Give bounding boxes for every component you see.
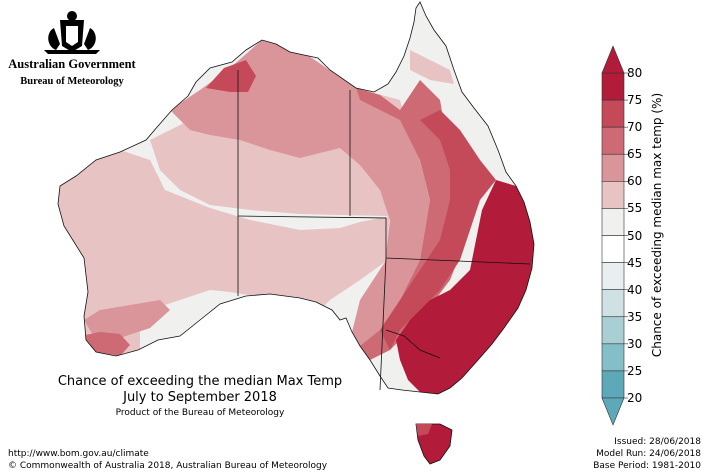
colorbar-tick-label: 25 (627, 363, 643, 378)
map-period: July to September 2018 (123, 390, 277, 405)
colorbar-tick-label: 50 (627, 228, 643, 243)
band-65-70 (170, 40, 430, 350)
colorbar-tick-label: 70 (627, 120, 643, 135)
copyright-notice: © Commonwealth of Australia 2018, Austra… (8, 461, 328, 471)
colorbar-tick-label: 75 (627, 93, 643, 108)
colorbar-segment (601, 72, 625, 101)
band-70-75-west (80, 332, 130, 356)
colorbar-upper-arrow (601, 45, 625, 74)
map-title: Chance of exceeding the median Max Temp (57, 374, 343, 389)
colorbar-tick-label: 30 (627, 336, 643, 351)
colorbar-segment (601, 316, 625, 345)
band-70-75 (356, 80, 470, 360)
band-75-80-nw (206, 60, 256, 92)
government-name: Australian Government (8, 57, 136, 71)
colorbar-segment (601, 153, 625, 182)
colorbar-segment (601, 343, 625, 372)
colorbar-segment (601, 99, 625, 128)
product-credit: Product of the Bureau of Meteorology (115, 408, 285, 418)
coat-of-arms-icon (44, 11, 100, 54)
model-run-date: Model Run: 24/06/2018 (596, 449, 701, 459)
colorbar-tick-label: 60 (627, 174, 643, 189)
bureau-name: Bureau of Meteorology (20, 76, 124, 87)
colorbar-segment (601, 289, 625, 318)
issued-date: Issued: 28/06/2018 (614, 437, 701, 447)
band-75-80 (380, 110, 496, 350)
colorbar-segment (601, 181, 625, 209)
base-period: Base Period: 1981-2010 (593, 461, 701, 471)
colorbar-lower-arrow (601, 397, 625, 426)
colorbar-tick-label: 80 (627, 66, 643, 80)
colorbar-segment (601, 126, 625, 155)
colorbar-tick-label: 35 (627, 309, 643, 324)
colorbar-segment (601, 208, 625, 236)
bom-url[interactable]: http://www.bom.gov.au/climate (8, 449, 149, 459)
colorbar-tick-label: 40 (627, 282, 643, 297)
band-80-plus (396, 180, 534, 394)
colorbar-segment (601, 262, 625, 290)
colorbar-tick-label: 55 (627, 201, 643, 216)
band-65-70-sw (84, 300, 170, 340)
colorbar-tick-label: 45 (627, 255, 643, 270)
colorbar-segment (601, 235, 625, 263)
colorbar-tick-label: 65 (627, 147, 643, 162)
state-borders (237, 70, 531, 391)
colorbar-segment (601, 370, 625, 399)
colorbar (601, 45, 628, 426)
mainland-coastline (57, 1, 535, 395)
colorbar-tick-label: 20 (627, 391, 643, 405)
